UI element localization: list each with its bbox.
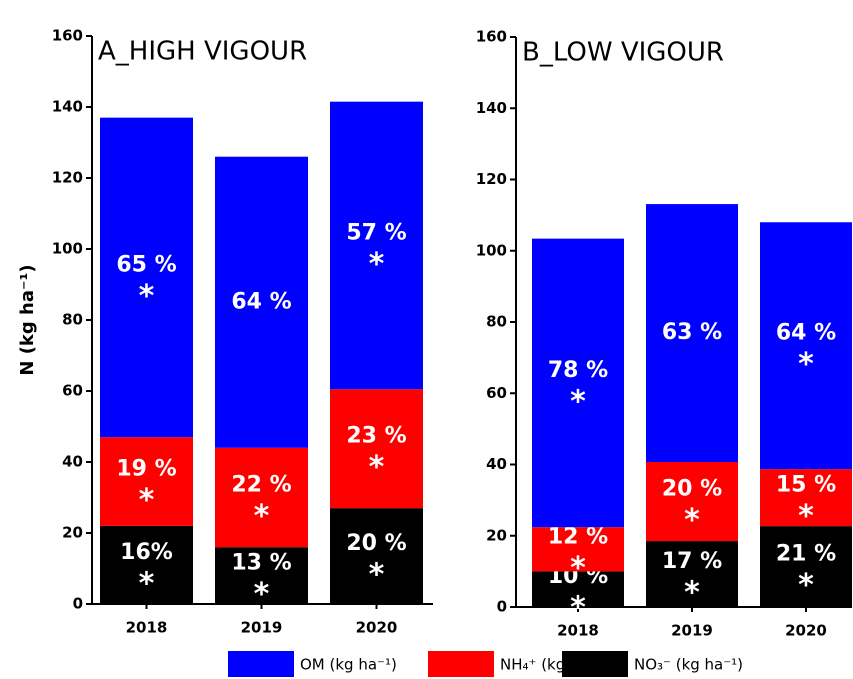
y-axis-label: N (kg ha⁻¹) bbox=[17, 264, 38, 375]
bar-segment bbox=[330, 508, 423, 604]
legend-swatch bbox=[562, 651, 628, 677]
y-tick-label: 100 bbox=[52, 240, 83, 258]
y-tick-label: 140 bbox=[52, 98, 83, 116]
y-tick-label: 120 bbox=[476, 170, 507, 188]
significance-mark: * bbox=[798, 499, 814, 534]
significance-mark: * bbox=[570, 384, 586, 419]
percent-label: 64 % bbox=[231, 289, 291, 314]
x-tick-label: 2020 bbox=[785, 622, 827, 640]
x-tick-label: 2018 bbox=[126, 619, 168, 637]
significance-mark: * bbox=[139, 279, 155, 314]
x-tick-label: 2020 bbox=[356, 619, 398, 637]
legend-label: OM (kg ha⁻¹) bbox=[300, 656, 397, 674]
percent-label: 12 % bbox=[548, 524, 608, 549]
bar-segment bbox=[330, 101, 423, 390]
y-tick-label: 160 bbox=[52, 27, 83, 45]
significance-mark: * bbox=[684, 576, 700, 611]
percent-label: 65 % bbox=[116, 252, 176, 277]
percent-label: 19 % bbox=[116, 457, 176, 482]
bar-segment bbox=[646, 462, 738, 542]
y-tick-label: 80 bbox=[486, 313, 507, 331]
percent-label: 15 % bbox=[776, 473, 836, 498]
significance-mark: * bbox=[139, 483, 155, 518]
legend-label: NO₃⁻ (kg ha⁻¹) bbox=[634, 656, 743, 674]
bar-segment bbox=[532, 527, 624, 572]
y-tick-label: 60 bbox=[486, 384, 507, 402]
chart-title: B_LOW VIGOUR bbox=[522, 38, 724, 68]
percent-label: 13 % bbox=[231, 551, 291, 576]
percent-label: 17 % bbox=[662, 549, 722, 574]
bar-segment bbox=[215, 447, 308, 548]
y-tick-label: 120 bbox=[52, 169, 83, 187]
bar-segment bbox=[215, 156, 308, 448]
significance-mark: * bbox=[570, 591, 586, 626]
bar-segment bbox=[760, 469, 852, 527]
percent-label: 57 % bbox=[346, 220, 406, 245]
significance-mark: * bbox=[139, 566, 155, 601]
bar-segment bbox=[100, 525, 193, 604]
bar-segment bbox=[215, 547, 308, 604]
y-tick-label: 100 bbox=[476, 241, 507, 259]
bar-segment bbox=[532, 571, 624, 607]
percent-label: 20 % bbox=[662, 477, 722, 502]
y-tick-label: 20 bbox=[62, 524, 83, 542]
bar-segment bbox=[330, 389, 423, 509]
x-tick-label: 2018 bbox=[557, 622, 599, 640]
y-tick-label: 20 bbox=[486, 526, 507, 544]
percent-label: 64 % bbox=[776, 321, 836, 346]
percent-label: 63 % bbox=[662, 320, 722, 345]
bar-segment bbox=[760, 526, 852, 607]
y-tick-label: 140 bbox=[476, 99, 507, 117]
significance-mark: * bbox=[369, 558, 385, 593]
x-tick-label: 2019 bbox=[241, 619, 283, 637]
significance-mark: * bbox=[369, 247, 385, 282]
percent-label: 23 % bbox=[346, 424, 406, 449]
chart-title: A_HIGH VIGOUR bbox=[98, 37, 307, 67]
significance-mark: * bbox=[798, 568, 814, 603]
significance-mark: * bbox=[254, 577, 270, 612]
legend-swatch bbox=[428, 651, 494, 677]
y-tick-label: 0 bbox=[73, 595, 83, 613]
bar-segment bbox=[100, 117, 193, 438]
y-tick-label: 40 bbox=[62, 453, 83, 471]
y-tick-label: 40 bbox=[486, 455, 507, 473]
percent-label: 16% bbox=[120, 540, 173, 565]
percent-label: 22 % bbox=[231, 473, 291, 498]
y-tick-label: 80 bbox=[62, 311, 83, 329]
x-tick-label: 2019 bbox=[671, 622, 713, 640]
percent-label: 78 % bbox=[548, 358, 608, 383]
significance-mark: * bbox=[798, 347, 814, 382]
significance-mark: * bbox=[570, 551, 586, 586]
bar-segment bbox=[646, 204, 738, 463]
legend-swatch bbox=[228, 651, 294, 677]
y-tick-label: 0 bbox=[497, 598, 507, 616]
bar-segment bbox=[760, 222, 852, 470]
bar-segment bbox=[646, 541, 738, 607]
bar-segment bbox=[100, 437, 193, 526]
y-tick-label: 160 bbox=[476, 28, 507, 46]
significance-mark: * bbox=[684, 503, 700, 538]
bar-segment bbox=[532, 238, 624, 528]
y-tick-label: 60 bbox=[62, 382, 83, 400]
significance-mark: * bbox=[369, 450, 385, 485]
percent-label: 21 % bbox=[776, 542, 836, 567]
percent-label: 20 % bbox=[346, 531, 406, 556]
significance-mark: * bbox=[254, 499, 270, 534]
